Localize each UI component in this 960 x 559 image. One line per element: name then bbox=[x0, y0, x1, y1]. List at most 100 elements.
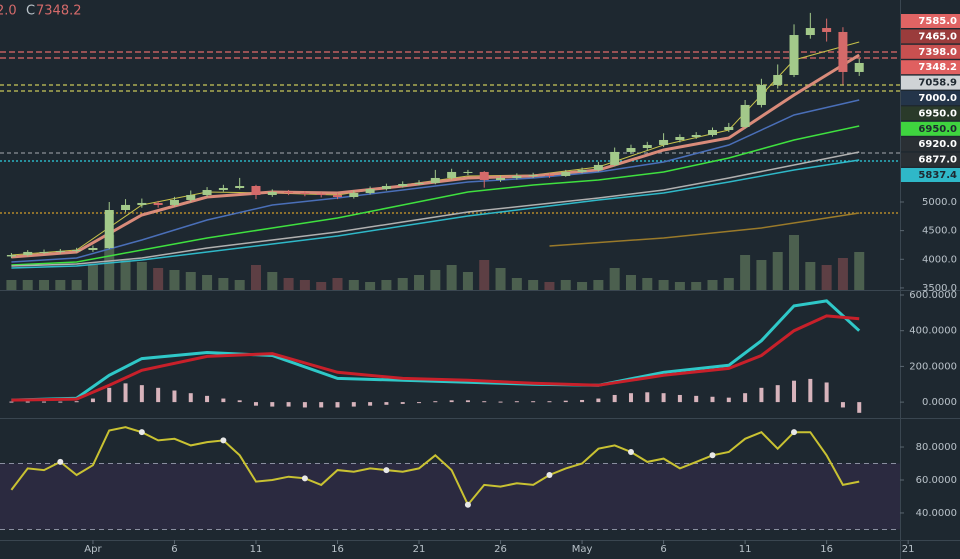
candle-body bbox=[316, 193, 326, 195]
macd-histogram-bar bbox=[628, 393, 633, 403]
macd-histogram-bar bbox=[743, 393, 748, 403]
volume-bar bbox=[267, 272, 278, 290]
macd-histogram-bar bbox=[775, 385, 780, 403]
x-tick-label: 6 bbox=[660, 544, 666, 555]
y-tick-label: 600.0000 bbox=[909, 290, 957, 301]
y-tick-label: 200.0000 bbox=[909, 361, 957, 372]
macd-histogram-bar bbox=[759, 387, 764, 403]
volume-bar bbox=[723, 278, 734, 290]
macd-histogram-bar bbox=[90, 398, 95, 403]
volume-bar bbox=[609, 268, 620, 290]
y-tick-label: 4000.0 bbox=[922, 254, 957, 265]
rsi-marker bbox=[383, 467, 390, 474]
candle-body bbox=[773, 75, 783, 85]
x-tick-label: 16 bbox=[331, 544, 344, 555]
price-tag-bg bbox=[901, 60, 960, 75]
macd-histogram-bar bbox=[9, 401, 14, 403]
candle-body bbox=[805, 28, 815, 36]
macd-histogram-bar bbox=[205, 395, 210, 403]
price-tag-bg bbox=[901, 75, 960, 90]
volume-bar bbox=[283, 278, 294, 290]
candle-body bbox=[626, 148, 636, 152]
volume-bar bbox=[169, 270, 180, 290]
macd-histogram-bar bbox=[156, 387, 161, 403]
macd-histogram-bar bbox=[286, 402, 291, 407]
macd-histogram-bar bbox=[482, 401, 487, 403]
macd-histogram-bar bbox=[792, 380, 797, 403]
candle-body bbox=[137, 202, 147, 205]
rsi-marker bbox=[138, 429, 145, 436]
price-tag-bg bbox=[901, 29, 960, 44]
macd-histogram-bar bbox=[58, 401, 63, 403]
volume-bar bbox=[381, 280, 392, 290]
macd-histogram-bar bbox=[107, 387, 112, 403]
plot-area: Apr 6 11 16 21 26 May 6 11 16 21 3500.0 4000.0 4500.0… bbox=[0, 12, 960, 555]
candle-body bbox=[202, 190, 212, 195]
candle-body bbox=[153, 202, 163, 205]
volume-bar bbox=[218, 278, 229, 290]
moving-average bbox=[11, 151, 860, 267]
rsi-marker bbox=[464, 501, 471, 508]
candle-body bbox=[88, 247, 98, 251]
candle-body bbox=[708, 130, 717, 136]
candle-body bbox=[6, 254, 16, 257]
macd-line bbox=[11, 299, 861, 402]
volume-bar bbox=[642, 278, 653, 290]
candle-body bbox=[756, 84, 766, 105]
candle-body bbox=[284, 191, 294, 193]
y-tick-label: 60.0000 bbox=[916, 475, 957, 486]
candle-body bbox=[39, 251, 49, 253]
candle-body bbox=[121, 204, 131, 211]
candle-body bbox=[838, 31, 848, 72]
volume-bar bbox=[577, 282, 588, 290]
rsi-line bbox=[10, 426, 860, 507]
candle-body bbox=[104, 210, 114, 248]
y-tick-label: 40.0000 bbox=[916, 508, 957, 519]
macd-histogram-bar bbox=[694, 395, 699, 403]
price-tag: 7058.9 bbox=[918, 78, 957, 89]
macd-histogram-bar bbox=[221, 398, 226, 403]
candle-body bbox=[659, 139, 669, 145]
x-tick-label: 21 bbox=[413, 544, 426, 555]
candle-body bbox=[642, 144, 652, 149]
candle-body bbox=[691, 135, 701, 138]
volume-bar bbox=[55, 280, 66, 290]
macd-histogram-bar bbox=[824, 382, 829, 403]
volume-bar bbox=[756, 260, 767, 290]
volume-bar bbox=[528, 280, 539, 290]
moving-average bbox=[549, 212, 860, 247]
volume-bar bbox=[462, 272, 473, 290]
macd-histogram-bar bbox=[449, 400, 454, 403]
macd-histogram-bar bbox=[547, 401, 552, 403]
macd-histogram-bar bbox=[661, 393, 666, 403]
header-close-label: C bbox=[26, 4, 35, 19]
y-tick-label: 3500.0 bbox=[922, 283, 957, 294]
rsi-marker bbox=[709, 452, 716, 459]
candle-body bbox=[251, 185, 261, 195]
macd-histogram-bar bbox=[596, 398, 601, 403]
price-tag: 5837.4 bbox=[918, 170, 957, 181]
candle-body bbox=[267, 191, 277, 195]
macd-histogram-bar bbox=[417, 402, 422, 404]
volume-bar bbox=[772, 252, 783, 290]
candle-body bbox=[496, 177, 506, 180]
header-close: 7348.2 bbox=[36, 4, 82, 19]
candle-body bbox=[381, 185, 391, 189]
rsi-marker bbox=[627, 448, 634, 455]
volume-bar bbox=[740, 255, 751, 290]
macd-histogram-bar bbox=[253, 402, 258, 406]
volume-bar bbox=[39, 280, 50, 290]
volume-bar bbox=[495, 268, 506, 290]
volume-bar bbox=[6, 280, 17, 290]
volume-bar bbox=[707, 280, 718, 290]
rsi-marker bbox=[301, 475, 308, 482]
price-tag-bg bbox=[901, 91, 960, 105]
macd-histogram-bar bbox=[710, 396, 715, 403]
y-tick-label: 4500.0 bbox=[922, 226, 957, 237]
price-tag: 7465.0 bbox=[918, 31, 957, 42]
volume-bar bbox=[365, 282, 376, 290]
volume-bar bbox=[479, 260, 490, 290]
header-fragment: 2.0 bbox=[0, 4, 17, 19]
price-tag-bg bbox=[901, 152, 960, 167]
price-tag: 6950.0 bbox=[918, 108, 957, 119]
